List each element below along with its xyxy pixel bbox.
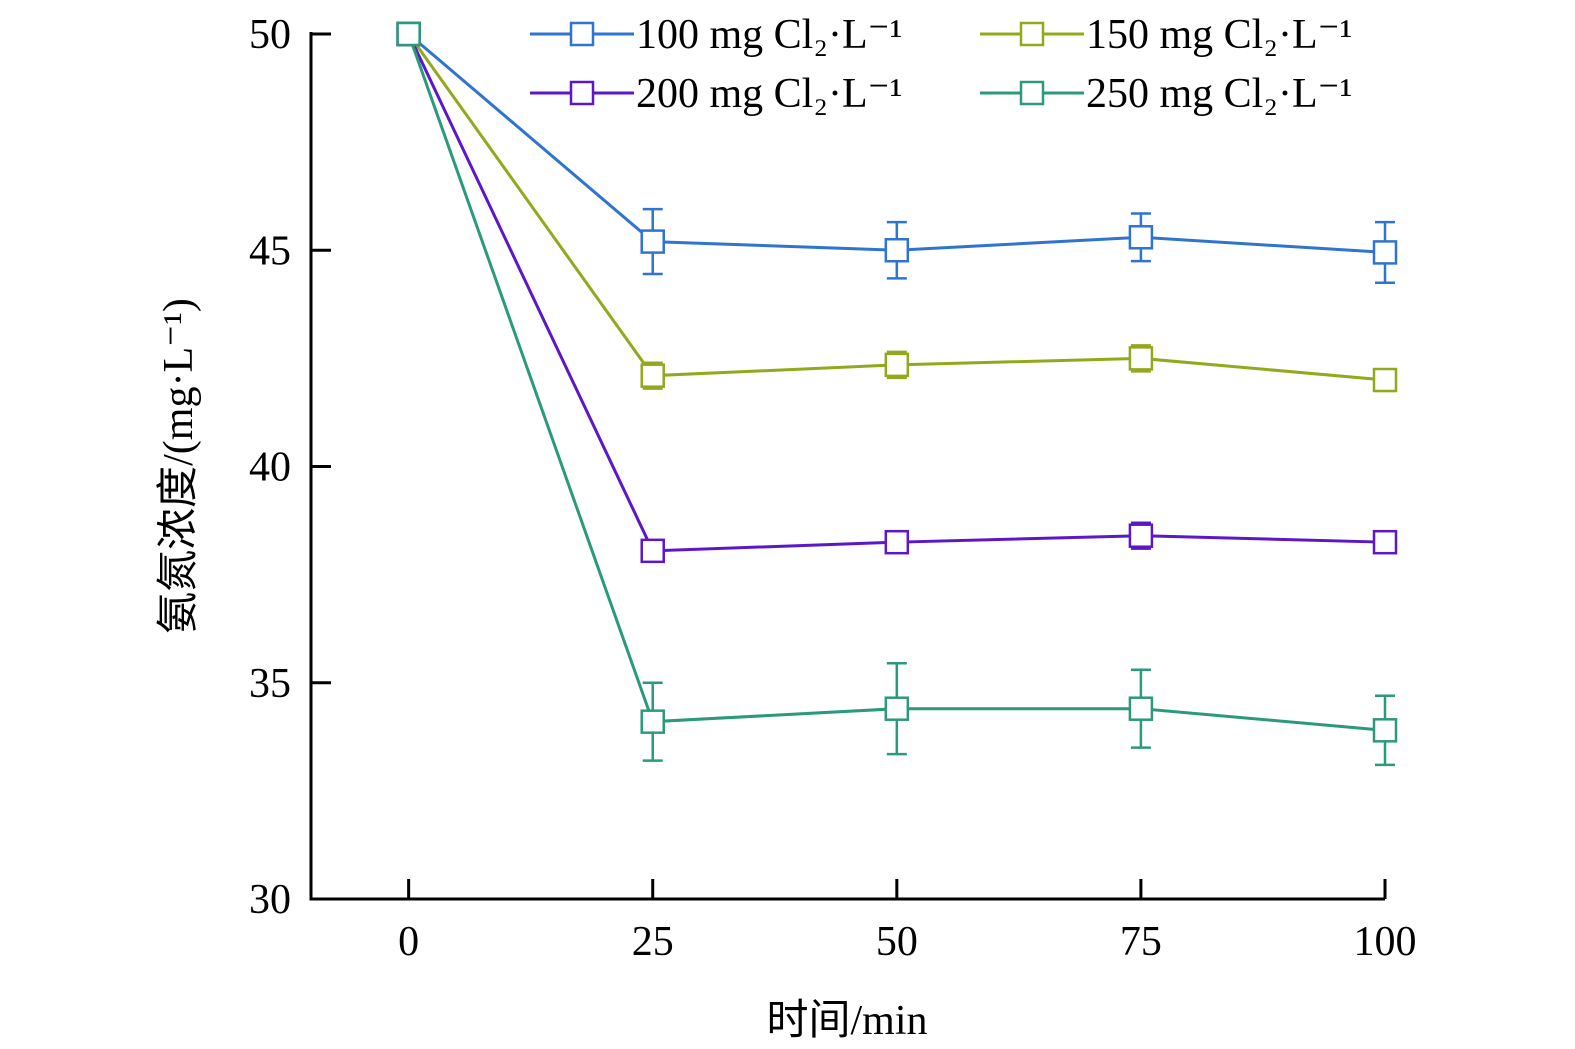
legend-label: 250 mg Cl₂·L⁻¹ [1086, 71, 1352, 117]
legend-marker [1019, 21, 1045, 47]
data-point [640, 538, 665, 564]
y-tick-label-35: 35 [249, 661, 291, 707]
y-tick-label-30: 30 [249, 877, 291, 923]
series-line-4 [407, 33, 1386, 732]
data-point [1128, 346, 1154, 371]
data-point [884, 352, 910, 378]
data-point [640, 229, 665, 254]
x-axis-title: 时间/min [766, 998, 927, 1044]
data-point [1372, 718, 1398, 743]
x-tick-label-25: 25 [632, 919, 674, 965]
data-point [884, 529, 910, 555]
series-line-1 [407, 32, 1386, 254]
legend-label: 150 mg Cl₂·L⁻¹ [1086, 12, 1352, 58]
legend-marker [1019, 80, 1045, 106]
data-point [640, 363, 665, 388]
legend: 100 mg Cl₂·L⁻¹ 150 mg Cl₂·L⁻¹ 200 mg Cl₂·L… [530, 12, 1352, 117]
data-point [1372, 367, 1398, 393]
y-tick-label-50: 50 [249, 12, 291, 58]
y-tick-label-45: 45 [249, 228, 291, 274]
x-tick-label-50: 50 [876, 919, 918, 965]
axes: 30 35 40 45 50 0 25 50 75 100 [249, 12, 1417, 965]
data-point [1372, 240, 1398, 265]
legend-marker [569, 80, 595, 106]
legend-entry-3: 200 mg Cl₂·L⁻¹ [530, 71, 902, 117]
legend-entry-2: 150 mg Cl₂·L⁻¹ [980, 12, 1352, 58]
data-point [1372, 529, 1398, 555]
data-point [884, 696, 910, 721]
x-tick-label-0: 0 [398, 919, 419, 965]
x-tick-label-100: 100 [1354, 919, 1417, 965]
data-point [884, 238, 910, 263]
data-point [396, 21, 421, 47]
y-tick-label-40: 40 [249, 445, 291, 491]
series-4 [396, 21, 1398, 767]
legend-entry-1: 100 mg Cl₂·L⁻¹ [530, 12, 902, 58]
legend-label: 200 mg Cl₂·L⁻¹ [636, 71, 902, 117]
legend-entry-4: 250 mg Cl₂·L⁻¹ [980, 71, 1352, 117]
y-axis-title: 氨氮浓度/(mg·L⁻¹) [156, 298, 202, 634]
legend-marker [569, 21, 595, 47]
series-1 [396, 21, 1398, 284]
data-point [1128, 696, 1154, 721]
data-point [1128, 523, 1154, 548]
legend-label: 100 mg Cl₂·L⁻¹ [636, 12, 902, 58]
x-tick-label-75: 75 [1120, 919, 1162, 965]
data-point [1128, 225, 1154, 250]
data-point [640, 709, 665, 734]
plot-area [396, 21, 1398, 767]
